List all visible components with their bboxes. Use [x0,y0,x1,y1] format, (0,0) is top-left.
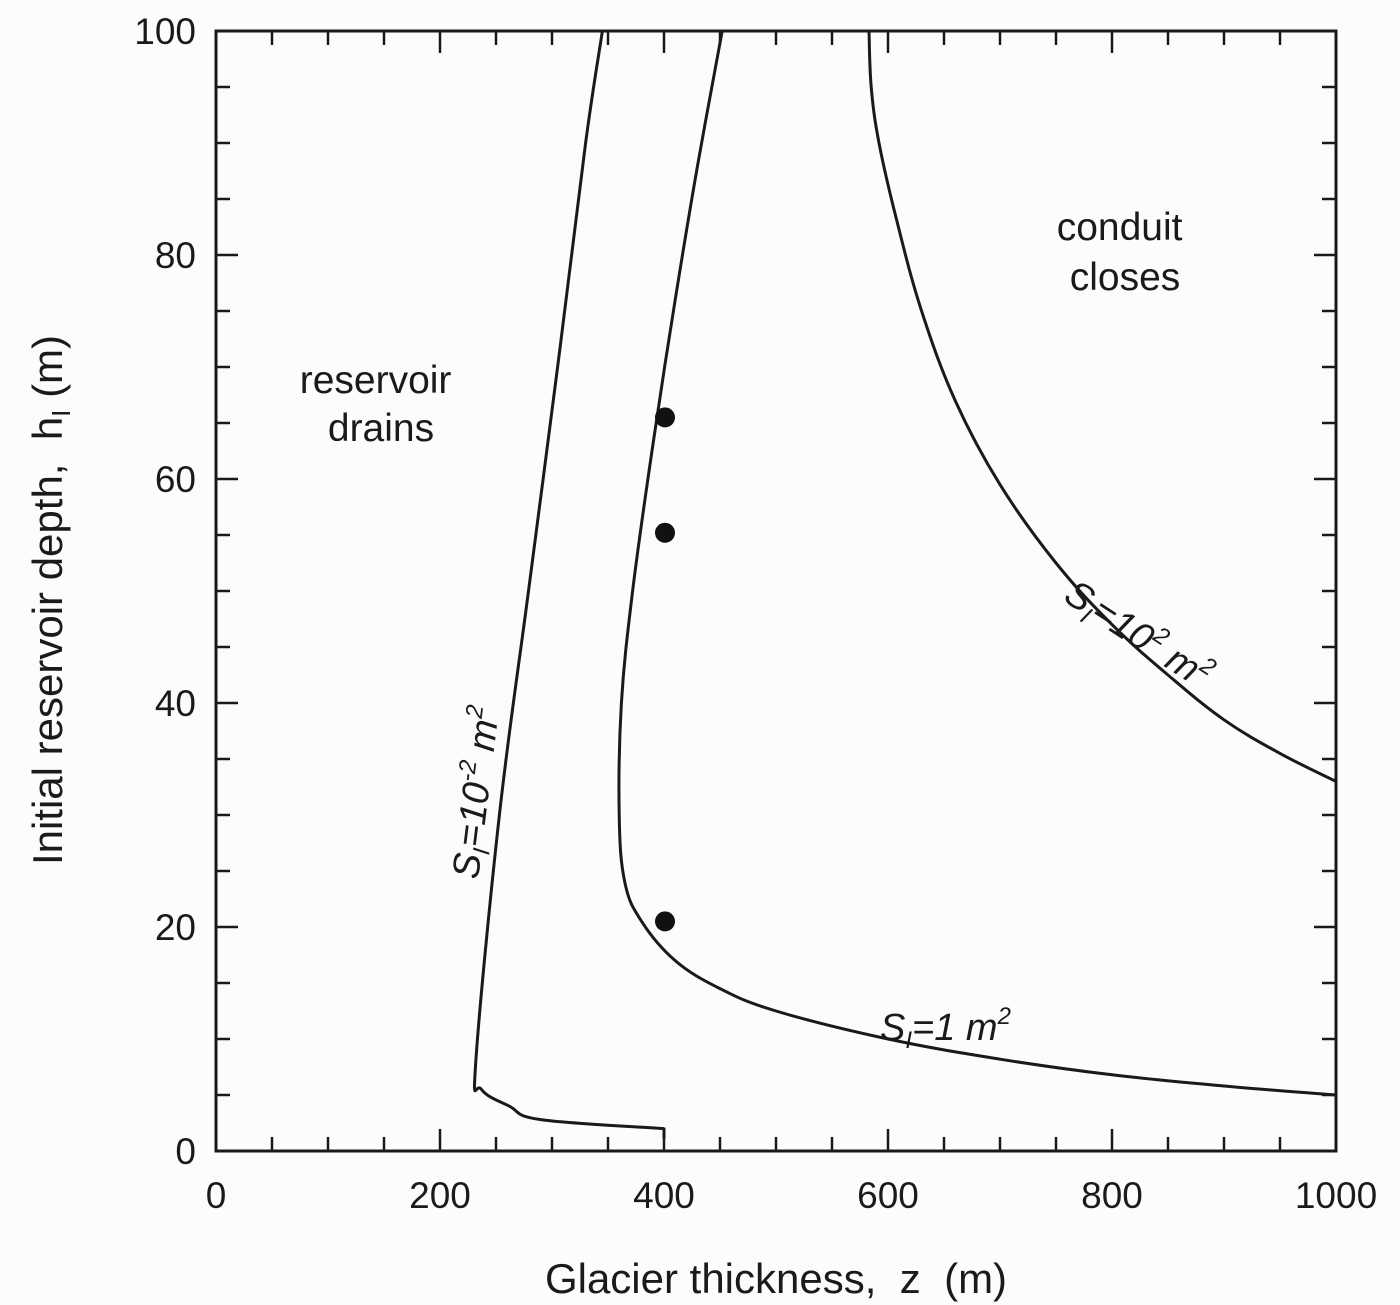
region-label-reservoir-drains: reservoir drains [300,359,463,450]
curves [472,30,1337,1139]
x-tick-label: 200 [409,1175,471,1216]
x-tick-label: 600 [857,1175,919,1216]
curve-label-unit-area: SI=1 m2 [880,1003,1011,1054]
y-axis-title: Initial reservoir depth, hI (m) [24,335,76,865]
data-points [655,407,675,932]
curve-label-large-area: SI=102 m2 [1054,569,1221,702]
y-tick-label: 60 [155,459,196,500]
curve-large-area [867,30,1337,783]
y-tick-label: 40 [155,683,196,724]
x-axis-title: Glacier thickness, z (m) [545,1255,1007,1302]
tick-labels: 0 200 400 600 800 1000 0 20 40 60 80 100 [134,11,1377,1216]
y-tick-label: 0 [175,1131,196,1172]
y-tick-label: 100 [134,11,196,52]
x-tick-label: 0 [206,1175,227,1216]
data-point [655,911,675,932]
curve-small-area [472,30,665,1131]
x-tick-label: 400 [633,1175,695,1216]
data-point [655,407,675,428]
data-point [655,522,675,543]
x-tick-label: 1000 [1295,1175,1377,1216]
y-tick-label: 20 [155,907,196,948]
curve-unit-area [617,30,1337,1097]
plot-frame [214,29,1338,1153]
axis-ticks [214,29,1338,1153]
y-tick-label: 80 [155,235,196,276]
plot-axes [214,29,1338,1153]
curve-label-small-area: SI=10-2 m2 [441,703,513,881]
region-label-conduit-closes: conduit closes [1057,206,1194,299]
x-tick-label: 800 [1081,1175,1143,1216]
